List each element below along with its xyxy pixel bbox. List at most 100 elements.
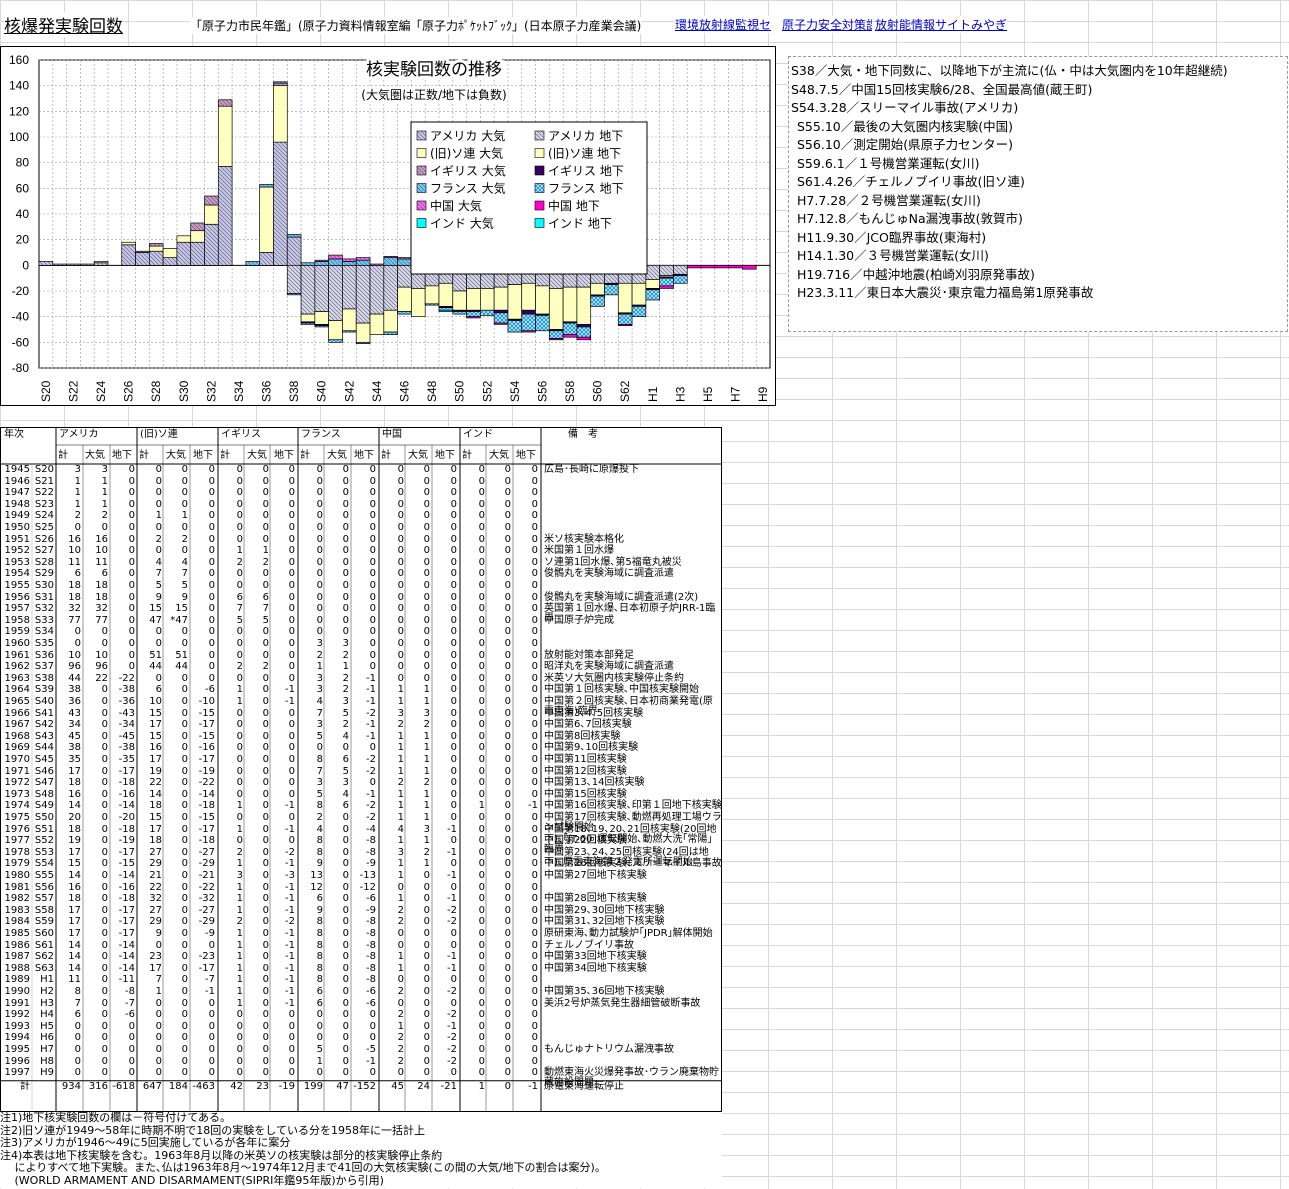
table-value: 0: [262, 846, 269, 858]
table-value: 2: [155, 533, 162, 545]
table-value: 1: [397, 951, 404, 963]
table-value: 0: [101, 1055, 108, 1067]
table-grid: [0, 427, 722, 1112]
table-value: 6: [101, 568, 108, 580]
table-value: 5: [181, 580, 188, 591]
table-header-sub: 地下: [193, 450, 213, 461]
table-value: 2: [262, 661, 269, 673]
table-value: 2: [236, 846, 243, 858]
table-value: 0: [450, 800, 457, 812]
table-year: 1974: [4, 800, 30, 812]
table-value: 0: [450, 997, 457, 1009]
table-value: 1: [101, 475, 108, 487]
table-remark: もんじゅナトリウム漏洩事故: [544, 1044, 674, 1055]
y-tick-label: -80: [12, 361, 30, 375]
legend-box: [410, 121, 648, 275]
table-value: 0: [181, 881, 188, 893]
table-value: -18: [118, 777, 135, 789]
table-value: 0: [262, 788, 269, 800]
link-monitoring-center[interactable]: 環境放射線監視セ: [675, 16, 781, 33]
table-value: 0: [369, 1020, 376, 1032]
table-value: -21: [198, 870, 215, 881]
table-value: 0: [478, 823, 485, 835]
table-value: 0: [369, 568, 376, 580]
table-value: 18: [68, 777, 81, 789]
y-tick-label: 20: [16, 233, 30, 247]
table-value: 0: [504, 464, 511, 475]
table-header-sub: 地下: [516, 450, 536, 461]
table-value: 10: [95, 649, 108, 661]
table-value: 0: [397, 661, 404, 673]
table-header-sub: 計: [462, 450, 472, 461]
table-value: 0: [262, 928, 269, 939]
link-safety-division[interactable]: 原子力安全対策課: [782, 16, 872, 33]
table-value: 0: [478, 684, 485, 696]
bar-segment: [659, 277, 674, 287]
x-tick-label: S52: [480, 380, 494, 402]
bar-segment: [424, 285, 440, 305]
table-value: -6: [366, 997, 376, 1009]
table-value: 0: [128, 487, 135, 499]
table-value: 6: [155, 684, 162, 696]
table-value: 0: [342, 962, 349, 974]
table-era: H9: [40, 1067, 54, 1079]
bar-segment: [355, 259, 371, 266]
table-value: -15: [118, 858, 135, 870]
legend-label: イギリス 地下: [548, 164, 624, 178]
bar-segment: [162, 248, 178, 258]
table-value: 21: [149, 870, 162, 881]
table-value: 1: [155, 986, 162, 997]
table-value: 15: [149, 812, 162, 823]
table-value: 0: [504, 580, 511, 591]
table-value: 0: [423, 533, 430, 545]
footnote: によりすべて地下実験。また､仏は1963年8月～1974年12月まで41回の大気…: [0, 1161, 606, 1175]
table-value: 0: [504, 800, 511, 812]
table-value: 0: [101, 916, 108, 928]
table-value: 0: [262, 1009, 269, 1021]
table-value: 0: [208, 614, 215, 626]
table-value: 16: [68, 788, 81, 800]
table-value: 0: [128, 475, 135, 487]
table-value: 0: [128, 649, 135, 661]
table-era: S47: [34, 777, 54, 789]
table-value: 0: [531, 846, 538, 858]
table-value: 0: [181, 916, 188, 928]
table-value: 38: [68, 684, 81, 696]
table-value: 0: [504, 974, 511, 986]
table-value: 44: [149, 661, 162, 673]
table-era: S51: [34, 823, 54, 835]
table-year: 1966: [4, 707, 30, 719]
table-value: 0: [74, 638, 81, 649]
table-value: 6: [74, 568, 81, 580]
table-value: 0: [236, 765, 243, 777]
table-value: 0: [504, 707, 511, 719]
table-era: S24: [34, 510, 54, 522]
table-value: 0: [181, 742, 188, 754]
bar-segment: [576, 336, 592, 341]
table-value: -18: [118, 893, 135, 905]
table-value: 0: [342, 498, 349, 510]
table-value: 0: [531, 928, 538, 939]
x-tick-label: S40: [315, 380, 329, 402]
table-value: 0: [504, 533, 511, 545]
table-value: 0: [101, 835, 108, 847]
table-year: 1948: [4, 498, 30, 510]
table-value: 1: [316, 661, 323, 673]
table-value: -1: [366, 730, 376, 742]
table-value: 0: [181, 858, 188, 870]
table-value: 0: [531, 498, 538, 510]
table-value: 10: [95, 545, 108, 557]
table-value: 0: [101, 626, 108, 638]
bar-segment: [507, 320, 523, 333]
bar-segment: [259, 186, 274, 253]
bar-segment: [273, 82, 288, 87]
x-tick-label: S58: [563, 380, 577, 402]
table-value: 0: [423, 997, 430, 1009]
bar-segment: [535, 285, 550, 315]
link-radiation-info-miyagi[interactable]: 放射能情報サイトみやぎ: [875, 16, 1008, 33]
table-value: 0: [181, 1067, 188, 1079]
table-value: 2: [423, 719, 430, 731]
table-value: 0: [288, 580, 295, 591]
table-value: 0: [504, 1032, 511, 1044]
table-value: -2: [285, 916, 295, 928]
